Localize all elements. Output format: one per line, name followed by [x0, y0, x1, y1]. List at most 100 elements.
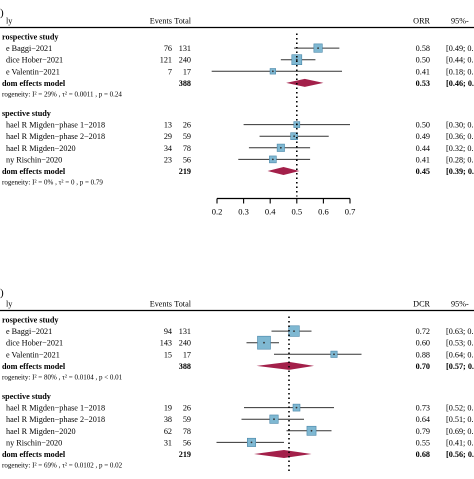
study-events: 62	[164, 427, 172, 436]
study-ci: [0.53; 0.	[446, 339, 474, 348]
study-ci: [0.32; 0.	[446, 144, 474, 153]
study-total: 56	[183, 155, 191, 164]
study-events: 76	[164, 44, 172, 53]
study-point	[250, 441, 253, 444]
pooled-diamond	[256, 361, 314, 370]
x-tick-label: 0.5	[291, 207, 302, 217]
study-estimate: 0.88	[416, 350, 430, 359]
model-estimate: 0.53	[416, 79, 430, 88]
model-estimate: 0.68	[416, 450, 430, 459]
header-measure: DCR	[413, 300, 430, 309]
study-name: hael R Migden−phase 2−2018	[6, 415, 105, 424]
model-ci: [0.57; 0.	[446, 362, 474, 371]
study-name: e Baggi−2021	[6, 44, 52, 53]
study-total: 131	[179, 327, 191, 336]
study-total: 26	[183, 121, 191, 130]
x-tick-label: 0.2	[212, 207, 223, 217]
study-point	[310, 429, 313, 432]
study-total: 240	[179, 339, 191, 348]
study-events: 23	[164, 155, 172, 164]
study-name: dice Hober−2021	[6, 339, 63, 348]
study-point	[295, 406, 298, 409]
model-label: dom effects model	[2, 79, 66, 88]
study-estimate: 0.50	[416, 121, 430, 130]
study-ci: [0.36; 0.	[446, 132, 474, 141]
study-ci: [0.69; 0.	[446, 427, 474, 436]
study-total: 56	[183, 438, 191, 447]
study-events: 34	[164, 144, 172, 153]
x-tick-label: 0.7	[345, 207, 356, 217]
model-estimate: 0.45	[416, 167, 430, 176]
study-total: 59	[183, 132, 191, 141]
study-name: ny Rischin−2020	[6, 155, 62, 164]
header-events: Events	[150, 300, 172, 309]
model-label: dom effects model	[2, 450, 66, 459]
study-total: 131	[179, 44, 191, 53]
study-events: 29	[164, 132, 172, 141]
header-events: Events	[150, 17, 172, 26]
heterogeneity: rogeneity: I² = 69% , τ² = 0.0102 , p = …	[2, 462, 123, 470]
study-ci: [0.30; 0.	[446, 121, 474, 130]
x-tick-label: 0.3	[238, 207, 249, 217]
model-label: dom effects model	[2, 167, 66, 176]
study-estimate: 0.79	[416, 427, 430, 436]
study-estimate: 0.41	[416, 67, 430, 76]
header-ci: 95%-	[451, 300, 469, 309]
study-ci: [0.49; 0.	[446, 44, 474, 53]
study-name: hael R Migden−2020	[6, 427, 76, 436]
study-events: 143	[160, 339, 172, 348]
study-estimate: 0.58	[416, 44, 430, 53]
study-name: ny Rischin−2020	[6, 438, 62, 447]
study-name: e Valentin−2021	[6, 350, 60, 359]
study-point	[293, 135, 296, 138]
subgroup-label: spective study	[2, 392, 52, 401]
x-tick-label: 0.6	[318, 207, 329, 217]
study-name: hael R Migden−phase 1−2018	[6, 404, 105, 413]
model-ci: [0.39; 0.	[446, 167, 474, 176]
study-name: e Valentin−2021	[6, 67, 60, 76]
subgroup-label: rospective study	[2, 316, 59, 325]
study-point	[333, 353, 335, 356]
model-total: 388	[179, 362, 191, 371]
model-estimate: 0.70	[416, 362, 430, 371]
study-ci: [0.18; 0.	[446, 67, 474, 76]
study-ci: [0.28; 0.	[446, 155, 474, 164]
panel-label: )	[0, 287, 4, 299]
heterogeneity: rogeneity: I² = 80% , τ² = 0.0104 , p < …	[2, 373, 123, 381]
study-total: 17	[183, 67, 191, 76]
pooled-diamond	[254, 450, 312, 458]
subgroup-label: spective study	[2, 109, 52, 118]
header-total: Total	[174, 17, 191, 26]
study-point	[271, 158, 274, 161]
study-estimate: 0.64	[416, 415, 430, 424]
study-events: 7	[168, 67, 172, 76]
study-events: 38	[164, 415, 172, 424]
study-total: 59	[183, 415, 191, 424]
study-events: 15	[164, 350, 172, 359]
study-total: 78	[183, 144, 191, 153]
model-ci: [0.46; 0.	[446, 79, 474, 88]
study-point	[271, 70, 274, 73]
study-estimate: 0.41	[416, 155, 430, 164]
study-ci: [0.63; 0.	[446, 327, 474, 336]
study-events: 13	[164, 121, 172, 130]
study-point	[279, 146, 282, 149]
study-ci: [0.64; 0.	[446, 350, 474, 359]
study-point	[295, 58, 298, 61]
header-study: ly	[6, 17, 13, 26]
model-label: dom effects model	[2, 362, 66, 371]
header-ci: 95%-	[451, 17, 469, 26]
model-total: 388	[179, 79, 191, 88]
study-ci: [0.41; 0.	[446, 438, 474, 447]
subgroup-label: rospective study	[2, 33, 59, 42]
study-name: hael R Migden−phase 2−2018	[6, 132, 105, 141]
pooled-diamond	[267, 167, 300, 175]
study-total: 17	[183, 350, 191, 359]
study-name: hael R Migden−2020	[6, 144, 76, 153]
study-events: 94	[164, 327, 172, 336]
model-ci: [0.56; 0.	[446, 450, 474, 459]
study-point	[263, 341, 265, 344]
study-events: 19	[164, 404, 172, 413]
heterogeneity: rogeneity: I² = 29% , τ² = 0.0011 , p = …	[2, 90, 122, 98]
